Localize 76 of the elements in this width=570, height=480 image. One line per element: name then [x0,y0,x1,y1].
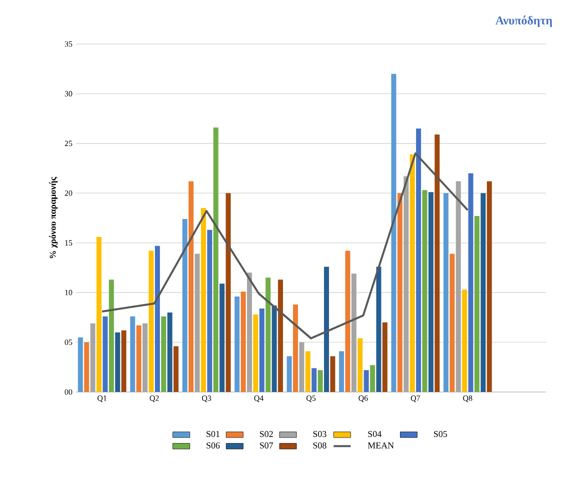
bar [259,308,264,392]
bar [443,193,448,392]
bar [318,370,323,392]
legend-label: S02 [260,430,273,438]
bar [154,246,160,392]
bar [480,193,486,392]
bar [148,250,154,392]
bar [174,346,179,392]
legend-label: S06 [206,442,220,448]
bar [450,254,455,392]
bar [397,193,402,392]
legend-label: S08 [313,442,326,448]
bar [456,181,461,392]
legend-label: MEAN [368,442,394,448]
bar [305,351,310,392]
bar [422,190,428,392]
bar [200,208,206,392]
bar [90,323,96,392]
bar [240,292,246,392]
bar [312,368,317,392]
bar [278,280,283,392]
bar [358,338,363,392]
bar [246,272,252,392]
bar [434,134,440,392]
line-series [101,152,469,340]
bar [115,332,120,392]
bar [161,316,166,392]
chart-title: Ανυπόδητη [495,16,552,27]
bar [416,128,422,392]
bar [428,192,434,392]
bar [286,356,292,392]
bar [299,342,304,392]
bar [253,314,258,392]
bar [468,173,474,392]
bar [404,176,409,392]
bar [167,312,172,392]
bar [84,342,90,392]
bar [391,74,396,392]
legend-label: S04 [368,430,382,438]
bar [194,254,200,392]
bar [293,304,298,392]
bar [324,266,329,392]
bar [188,181,194,392]
bar [266,278,271,392]
bar [486,181,492,392]
bar [330,356,336,392]
bar [272,305,277,392]
legend-label: S05 [434,430,448,438]
bar [474,216,480,392]
legend-label: S07 [260,442,274,448]
bar [339,351,344,392]
bar [182,218,188,392]
bar [462,290,468,392]
bar [351,274,356,392]
bar [370,365,376,392]
bar [78,337,83,392]
bar [345,250,350,392]
bar [213,128,218,392]
bar [142,323,148,392]
bar [102,316,108,392]
bar [382,322,388,392]
y-axis-title: % χρόνου παραμονής [49,176,58,258]
legend-label: S03 [313,430,326,438]
bar [136,325,142,392]
bar [410,154,415,392]
bar [376,266,382,392]
bar [207,230,212,392]
bar [130,316,136,392]
bar [226,193,231,392]
bar [220,284,225,392]
bar [108,280,114,392]
bar [96,236,102,392]
bar [364,370,369,392]
bar [121,330,126,392]
bar [234,296,240,392]
legend-label: S01 [206,430,220,438]
